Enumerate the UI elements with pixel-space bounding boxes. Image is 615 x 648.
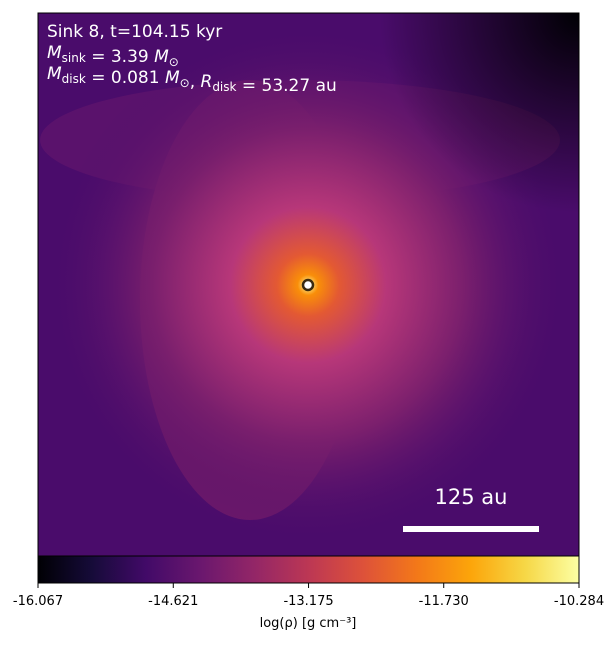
subscript: ⊙ [169, 55, 179, 69]
subscript: ⊙ [180, 76, 190, 90]
colorbar [37, 555, 580, 584]
colorbar-tick-label: -16.067 [13, 594, 63, 609]
text-part: = 0.081 [86, 68, 165, 88]
subscript: disk [62, 72, 86, 86]
colorbar-axis: -16.067 -14.621 -13.175 -11.730 -10.284 [13, 583, 604, 609]
text-part: , [190, 72, 201, 92]
text-part: Sink 8, t=104.15 kyr [47, 22, 222, 42]
density-map [38, 13, 579, 556]
annotation-line: Sink 8, t=104.15 kyr [47, 22, 222, 42]
sink-marker [301, 278, 315, 292]
text-part: M [47, 43, 62, 63]
colorbar-tick-label: -10.284 [554, 594, 604, 609]
colorbar-label: log(ρ) [g cm⁻³] [260, 616, 357, 631]
colorbar-tick-label: -11.730 [419, 594, 469, 609]
text-part: = 3.39 [86, 47, 154, 67]
text-part: M [154, 47, 169, 67]
annotation-line: Msink = 3.39 M⊙ [47, 43, 179, 69]
text-part: M [165, 68, 180, 88]
text-part: = 53.27 au [236, 76, 336, 96]
scalebar-label: 125 au [435, 485, 508, 509]
text-part: R [201, 72, 213, 92]
colorbar-tick-label: -13.175 [283, 594, 333, 609]
subscript: sink [62, 51, 86, 65]
text-part: M [47, 64, 62, 84]
annotation-line: Mdisk = 0.081 M⊙, Rdisk = 53.27 au [47, 64, 337, 96]
colorbar-tick-label: -14.621 [148, 594, 198, 609]
subscript: disk [212, 80, 236, 94]
